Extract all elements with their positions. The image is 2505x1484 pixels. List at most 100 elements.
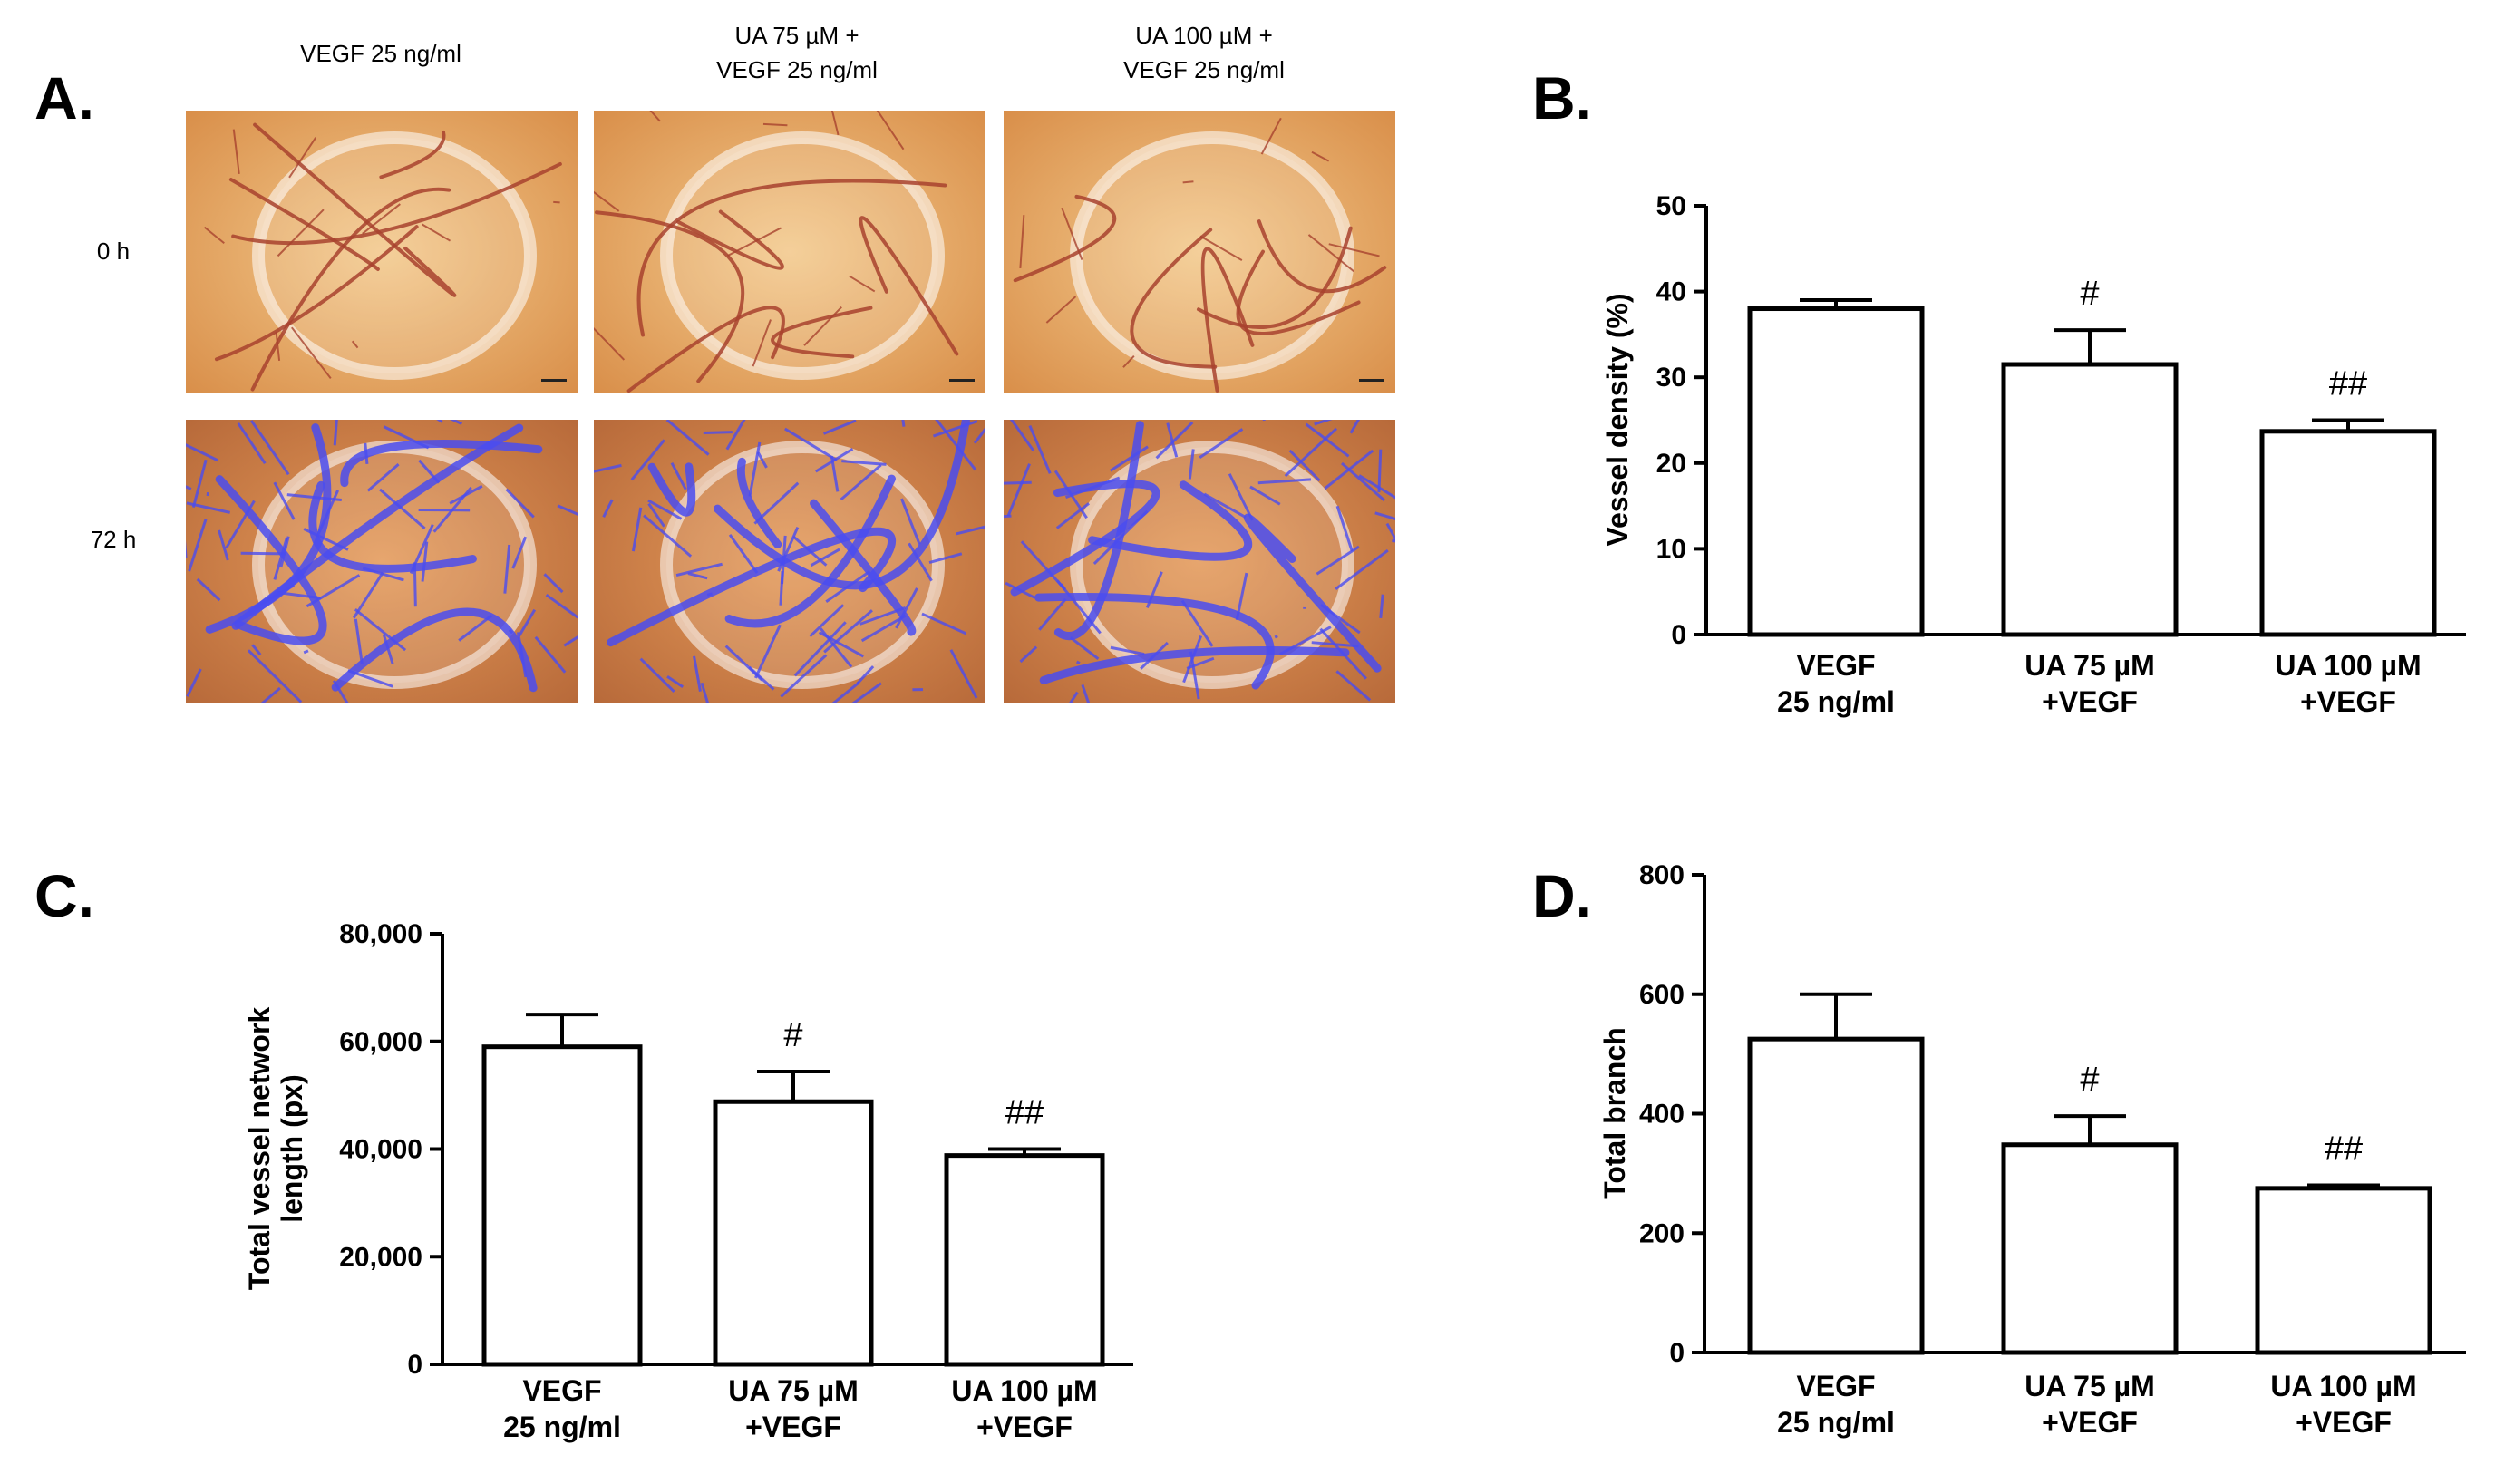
capillary [545, 593, 578, 619]
y-tick-label: 40,000 [339, 1135, 422, 1165]
x-tick-label: VEGF [1796, 1370, 1875, 1402]
capillary [840, 463, 882, 501]
capillary [1335, 548, 1389, 590]
capillary [823, 609, 873, 654]
vessel [1257, 219, 1387, 294]
capillary [1335, 670, 1372, 702]
capillary [1110, 645, 1145, 656]
capillary [703, 431, 733, 435]
capillary [277, 209, 325, 257]
capillary [1374, 511, 1395, 521]
capillary [290, 326, 332, 380]
capillary [706, 592, 713, 597]
capillary [186, 443, 218, 462]
cam-photo-0h [186, 111, 578, 393]
vessel [647, 462, 696, 517]
scale-bar [541, 379, 567, 382]
vessel [1243, 513, 1382, 673]
capillary [830, 455, 840, 492]
vessel [859, 216, 959, 356]
capillary [240, 551, 286, 556]
x-tick-label: 25 ng/ml [1777, 1406, 1895, 1439]
capillary [1311, 150, 1330, 162]
capillary [362, 203, 401, 235]
capillary [1328, 243, 1380, 257]
capillary [1385, 522, 1395, 542]
row-label-0h: 0 h [96, 238, 131, 265]
capillary [630, 439, 665, 481]
bar [2255, 1186, 2432, 1355]
vessel [214, 225, 419, 362]
capillary [1307, 234, 1354, 273]
capillary [332, 680, 349, 703]
capillary [275, 332, 281, 361]
capillary [1180, 599, 1214, 647]
bar [1747, 306, 1925, 637]
capillary [1182, 180, 1194, 184]
capillary [1019, 215, 1025, 269]
vessel [253, 122, 457, 297]
capillary [1319, 627, 1367, 680]
capillary [421, 223, 451, 242]
column-label-ua75: UA 75 µM + VEGF 25 ng/ml [716, 22, 878, 83]
capillary [666, 675, 685, 689]
capillary [921, 612, 967, 635]
capillary [756, 451, 768, 469]
capillary [534, 635, 567, 674]
capillary [503, 544, 511, 594]
capillary [421, 541, 429, 582]
capillary [900, 498, 921, 545]
capillary [809, 604, 845, 638]
x-tick-label: +VEGF [976, 1411, 1073, 1443]
capillary [354, 618, 364, 664]
y-axis-label: Total vessel network [243, 1007, 276, 1291]
capillary [753, 481, 800, 525]
capillary [352, 571, 384, 619]
significance-mark: # [783, 1016, 802, 1054]
capillary [647, 499, 683, 520]
capillary [1335, 505, 1354, 552]
capillary [366, 462, 400, 492]
capillary [1188, 449, 1195, 480]
capillary [639, 657, 675, 693]
capillary [517, 632, 528, 678]
y-tick-label: 10 [1656, 534, 1686, 564]
cam-photo-72h-overlay [594, 420, 985, 703]
capillary [1199, 428, 1244, 459]
vessel [215, 475, 327, 645]
capillary [1140, 641, 1169, 670]
bar [2001, 1142, 2179, 1355]
vessel [810, 499, 917, 636]
capillary [594, 190, 620, 212]
capillary [450, 420, 462, 425]
capillary [186, 501, 231, 514]
capillary [643, 514, 693, 558]
capillary [602, 499, 614, 519]
capillary [1199, 235, 1243, 262]
panel-a-letter: A. [34, 64, 94, 131]
capillary [1004, 514, 1012, 519]
x-tick-label: UA 75 µM [728, 1374, 859, 1407]
capillary [1092, 509, 1149, 565]
capillary [594, 326, 626, 361]
capillary [631, 507, 643, 552]
vessel [724, 474, 896, 628]
capillary [203, 226, 225, 245]
capillary [1260, 117, 1282, 155]
x-tick-label: UA 100 µM [951, 1374, 1097, 1407]
capillary [1186, 656, 1215, 670]
y-tick-label: 80,000 [339, 919, 422, 949]
capillary [1257, 478, 1312, 485]
vessel [1130, 228, 1218, 369]
capillary [665, 420, 710, 456]
capillary [1284, 427, 1338, 478]
significance-mark: ## [2325, 1130, 2363, 1169]
capillary [762, 122, 788, 127]
capillary [908, 542, 933, 582]
capillary [956, 525, 985, 536]
column-label-ua100: UA 100 µM + VEGF 25 ng/ml [1123, 22, 1285, 83]
y-axis-label: Total branch [1598, 1027, 1631, 1199]
x-tick-label: 25 ng/ml [503, 1411, 621, 1443]
x-tick-label: 25 ng/ml [1777, 685, 1895, 718]
capillary [1069, 636, 1100, 660]
